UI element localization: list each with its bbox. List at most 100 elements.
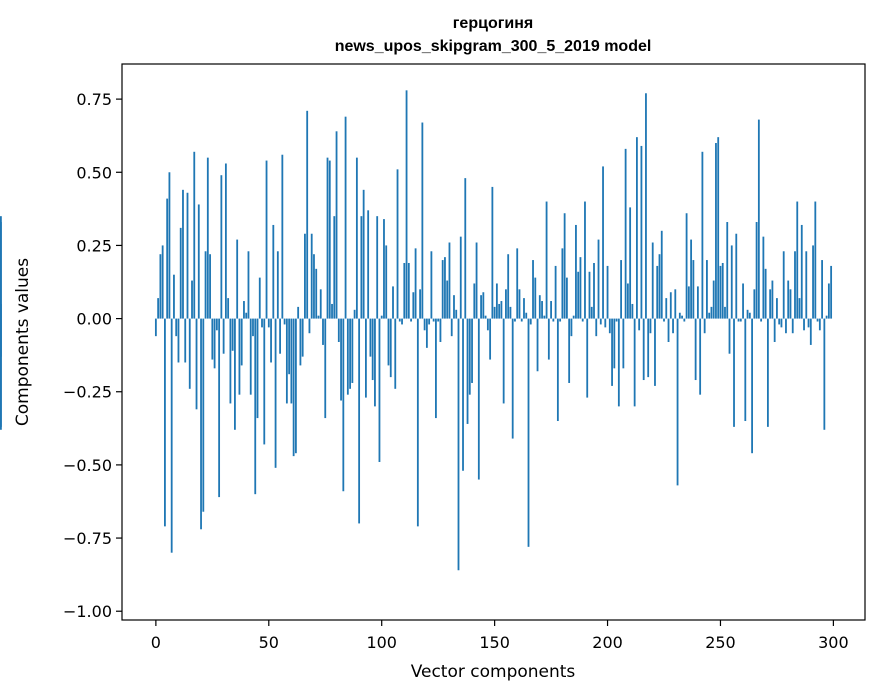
bar	[398, 318, 401, 322]
bar	[785, 318, 787, 334]
bar	[554, 265, 557, 319]
bar	[559, 318, 562, 322]
bar	[525, 312, 528, 319]
bar	[577, 271, 580, 319]
bar	[423, 318, 426, 331]
bar	[346, 318, 349, 395]
bar	[708, 312, 711, 319]
bar	[538, 295, 541, 319]
bar	[812, 245, 814, 319]
bar	[344, 116, 347, 319]
bar	[267, 318, 270, 328]
bar	[385, 245, 388, 319]
bar	[367, 210, 370, 319]
bar	[721, 262, 724, 319]
y-tick-label: 0.50	[76, 163, 112, 182]
bar	[545, 201, 548, 319]
y-tick-label: −0.75	[63, 529, 112, 548]
bar	[430, 251, 433, 319]
bar	[464, 178, 467, 319]
x-tick-label: 300	[818, 633, 849, 652]
bar	[313, 254, 315, 319]
y-tick-label: 0.25	[76, 236, 112, 255]
bar	[701, 151, 704, 319]
bar	[380, 315, 383, 319]
bar	[794, 251, 796, 319]
bar	[315, 268, 318, 319]
bar	[809, 318, 812, 345]
bar	[667, 318, 670, 342]
bar	[197, 204, 200, 319]
bar	[728, 318, 731, 354]
bar	[572, 315, 575, 319]
bar	[647, 318, 650, 378]
bar	[825, 315, 828, 319]
bar	[624, 148, 627, 319]
bar	[200, 318, 202, 530]
chart-title-line-2: news_upos_skipgram_300_5_2019 model	[335, 38, 652, 55]
bar	[215, 318, 218, 331]
bar	[374, 318, 376, 407]
bar	[529, 318, 532, 325]
bar	[179, 227, 182, 319]
bar	[227, 298, 230, 319]
bar	[161, 245, 164, 319]
bar	[249, 318, 252, 395]
bar	[188, 318, 191, 389]
bar	[814, 201, 817, 319]
bar	[651, 242, 654, 319]
bar	[780, 318, 783, 328]
bar	[672, 318, 674, 334]
y-axis-label: Components values	[13, 258, 33, 426]
bar	[620, 260, 622, 319]
bar	[520, 318, 523, 322]
bar	[371, 318, 374, 381]
bar	[733, 318, 735, 427]
bar	[362, 189, 365, 319]
bar	[507, 254, 510, 319]
bar	[674, 289, 677, 319]
bar	[353, 309, 356, 319]
bar	[611, 318, 613, 386]
bar	[376, 216, 379, 319]
bar	[466, 318, 469, 424]
bar	[584, 201, 586, 319]
bar	[757, 119, 760, 319]
bar	[435, 318, 437, 419]
bar	[326, 157, 329, 319]
bar	[586, 318, 589, 398]
bar	[455, 309, 458, 319]
bar	[565, 277, 568, 319]
bar	[493, 306, 496, 319]
bar	[236, 239, 239, 319]
x-axis-label: Vector components	[411, 662, 576, 682]
x-tick-label: 100	[366, 633, 397, 652]
bar	[604, 318, 607, 328]
bar	[290, 318, 293, 404]
plot-area-frame	[121, 63, 866, 621]
bar	[453, 295, 455, 319]
bar	[285, 318, 288, 404]
bar	[547, 318, 550, 360]
bar	[645, 93, 647, 319]
bar	[387, 318, 390, 366]
bar	[261, 318, 263, 328]
bar	[0, 318, 2, 357]
bar	[220, 175, 223, 319]
bar-series	[0, 90, 833, 571]
bar	[457, 318, 460, 571]
bar	[489, 318, 492, 360]
bar	[238, 318, 241, 395]
bar	[588, 271, 591, 319]
bar	[654, 318, 656, 386]
bar	[706, 260, 708, 319]
y-axis-ticks: 0.75 0.50 0.25 0.00 −0.25 −0.50 −0.75 −1.00	[63, 90, 122, 621]
bar	[401, 318, 403, 325]
bar	[473, 283, 476, 319]
bar	[523, 298, 525, 319]
bar	[719, 265, 722, 319]
bar	[690, 239, 693, 319]
bar	[642, 318, 645, 381]
